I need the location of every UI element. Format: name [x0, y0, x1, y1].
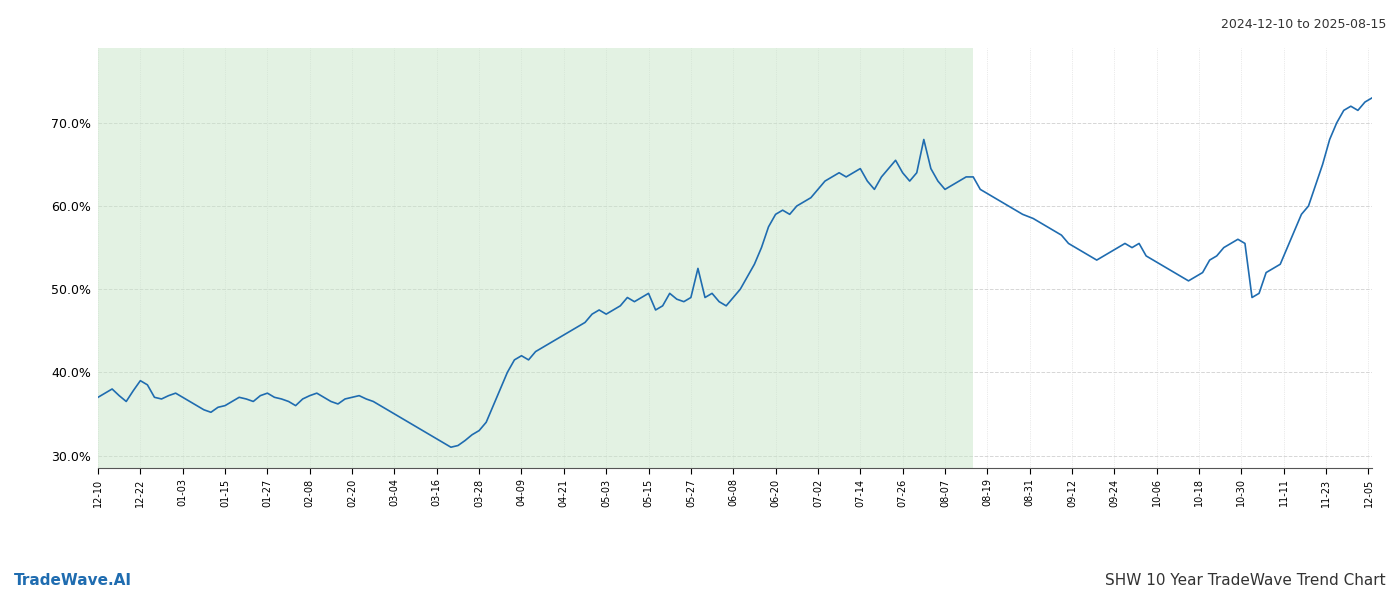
Text: 2024-12-10 to 2025-08-15: 2024-12-10 to 2025-08-15: [1221, 18, 1386, 31]
Bar: [98, 48, 973, 468]
Text: SHW 10 Year TradeWave Trend Chart: SHW 10 Year TradeWave Trend Chart: [1106, 573, 1386, 588]
Text: TradeWave.AI: TradeWave.AI: [14, 573, 132, 588]
